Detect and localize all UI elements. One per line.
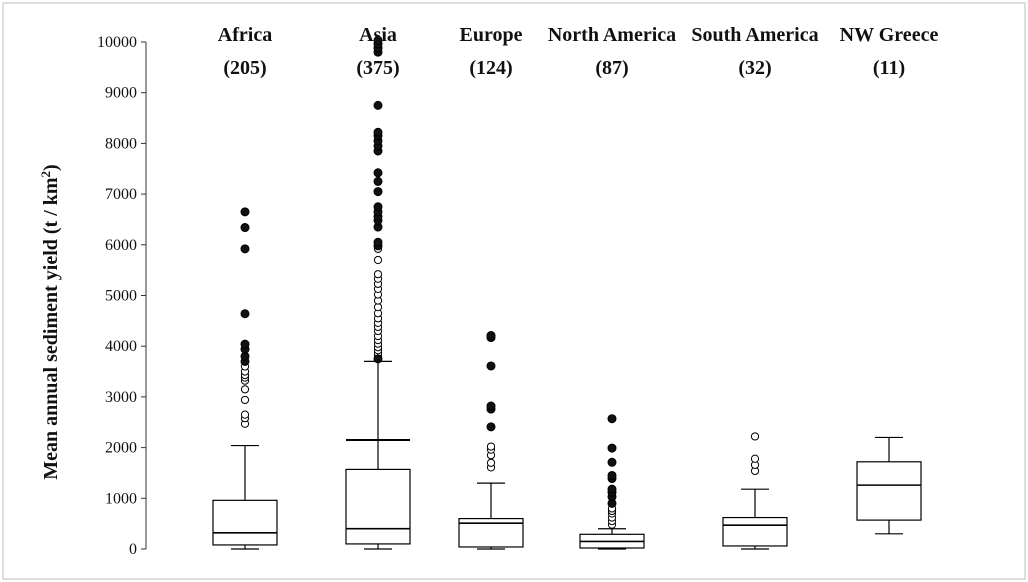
extreme-outlier-point bbox=[373, 187, 383, 197]
category-count-label: (11) bbox=[873, 57, 905, 79]
extreme-outlier-point bbox=[373, 127, 383, 137]
category-label: North America bbox=[548, 24, 676, 46]
extreme-outlier-point bbox=[240, 223, 250, 233]
outlier-point bbox=[240, 385, 250, 394]
y-tick-label: 9000 bbox=[105, 85, 137, 102]
box-europe bbox=[458, 331, 524, 550]
box-asia bbox=[345, 35, 411, 550]
y-axis-title-superscript: 2 bbox=[38, 171, 53, 178]
y-axis-title: Mean annual sediment yield (t / km2) bbox=[38, 164, 63, 479]
box-africa bbox=[212, 207, 278, 550]
box-south-america bbox=[722, 432, 788, 550]
category-label: Europe bbox=[460, 24, 523, 46]
extreme-outlier-point bbox=[607, 470, 617, 480]
extreme-outlier-point bbox=[373, 176, 383, 186]
extreme-outlier-point bbox=[240, 339, 250, 349]
category-label: Asia bbox=[359, 24, 397, 46]
category-labels: Africa (205) Asia (375) Europe (124) North Ame… bbox=[218, 24, 939, 79]
extreme-outlier-point bbox=[240, 309, 250, 319]
category-label: NW Greece bbox=[840, 24, 939, 46]
y-tick-label: 1000 bbox=[105, 490, 137, 507]
extreme-outlier-point bbox=[486, 331, 496, 341]
outlier-point bbox=[750, 454, 760, 463]
extreme-outlier-point bbox=[240, 244, 250, 254]
iqr-box bbox=[856, 461, 922, 521]
category-count-label: (124) bbox=[469, 57, 512, 79]
y-tick-label: 2000 bbox=[105, 440, 137, 457]
extreme-outlier-point bbox=[486, 361, 496, 371]
category-count-label: (32) bbox=[738, 57, 771, 79]
outlier-point bbox=[486, 442, 496, 451]
extreme-outlier-point bbox=[373, 100, 383, 110]
outlier-point bbox=[486, 458, 496, 467]
category-label: South America bbox=[691, 24, 818, 46]
plot-area bbox=[212, 35, 922, 550]
extreme-outlier-point bbox=[607, 457, 617, 467]
extreme-outlier-point bbox=[486, 401, 496, 411]
y-axis: 0 1000 2000 3000 4000 5000 6000 7000 8000 9000 100… bbox=[97, 34, 147, 558]
extreme-outlier-point bbox=[373, 168, 383, 178]
extreme-outlier-point bbox=[486, 422, 496, 432]
outlier-point bbox=[373, 270, 383, 279]
iqr-box bbox=[345, 468, 411, 545]
y-tick-label: 6000 bbox=[105, 237, 137, 254]
extreme-outlier-point bbox=[607, 443, 617, 453]
extreme-outlier-point bbox=[373, 237, 383, 247]
y-tick-label: 4000 bbox=[105, 338, 137, 355]
box-nw-greece bbox=[856, 436, 922, 535]
extreme-outlier-point bbox=[373, 35, 383, 45]
y-tick-label: 5000 bbox=[105, 288, 137, 305]
extreme-outlier-point bbox=[607, 484, 617, 494]
outlier-point bbox=[373, 255, 383, 265]
box-north-america bbox=[579, 414, 645, 550]
iqr-box bbox=[212, 499, 278, 546]
outlier-point bbox=[750, 432, 760, 441]
extreme-outlier-point bbox=[607, 414, 617, 424]
extreme-outlier-point bbox=[373, 354, 383, 364]
y-tick-label: 8000 bbox=[105, 135, 137, 152]
category-count-label: (87) bbox=[595, 57, 628, 79]
extreme-outlier-point bbox=[240, 207, 250, 217]
y-axis-title-close: ) bbox=[40, 164, 62, 171]
y-axis-title-text: Mean annual sediment yield (t / km bbox=[40, 177, 62, 480]
extreme-outlier-point bbox=[373, 202, 383, 212]
y-tick-label: 0 bbox=[129, 541, 137, 558]
category-count-label: (205) bbox=[223, 57, 266, 79]
category-count-label: (375) bbox=[356, 57, 399, 79]
y-tick-label: 7000 bbox=[105, 186, 137, 203]
outlier-point bbox=[240, 410, 250, 419]
y-tick-label: 10000 bbox=[97, 34, 137, 51]
y-tick-label: 3000 bbox=[105, 389, 137, 406]
outlier-point bbox=[240, 395, 250, 405]
category-label: Africa bbox=[218, 24, 272, 46]
iqr-box bbox=[722, 516, 788, 547]
